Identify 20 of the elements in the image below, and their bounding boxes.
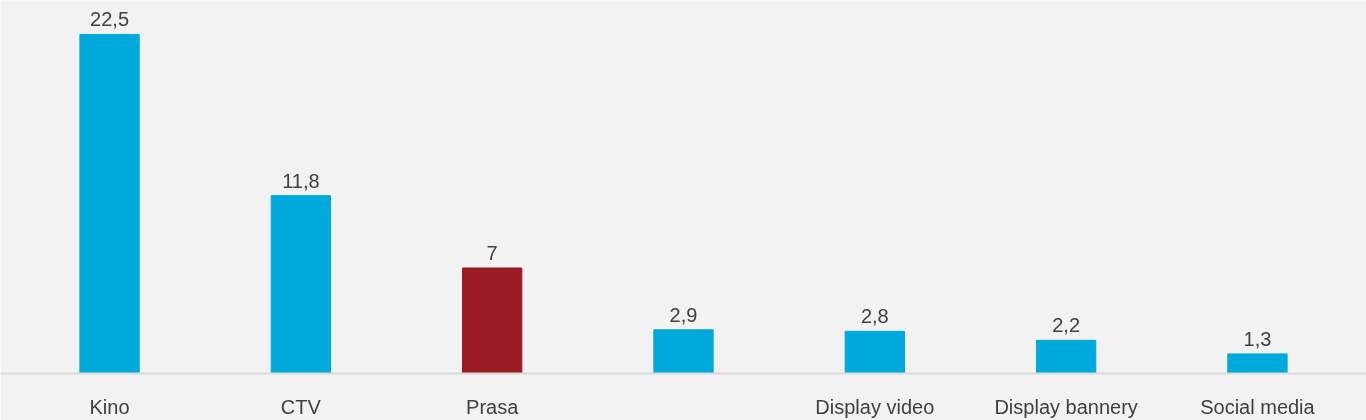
x-tick-label: Social media (1200, 395, 1316, 418)
data-label: 1,3 (1243, 327, 1272, 350)
bar (844, 330, 905, 374)
x-tick-label: Display bannery (994, 395, 1138, 418)
bar (270, 195, 332, 374)
bar (462, 267, 523, 374)
x-tick-label: Kino (89, 395, 130, 418)
data-label: 2,2 (1052, 314, 1081, 337)
data-label: 22,5 (90, 8, 130, 31)
data-label: 2,8 (860, 305, 889, 328)
x-tick-label: CTV (280, 395, 322, 418)
bar (79, 33, 140, 374)
x-tick-label: Prasa (466, 395, 520, 418)
data-label: 2,9 (669, 303, 698, 326)
bar (1227, 353, 1288, 374)
data-label: 11,8 (282, 169, 320, 192)
bar (1035, 339, 1097, 374)
x-tick-label: Display video (815, 395, 935, 418)
data-label: 7 (486, 242, 498, 265)
bar (653, 329, 714, 374)
